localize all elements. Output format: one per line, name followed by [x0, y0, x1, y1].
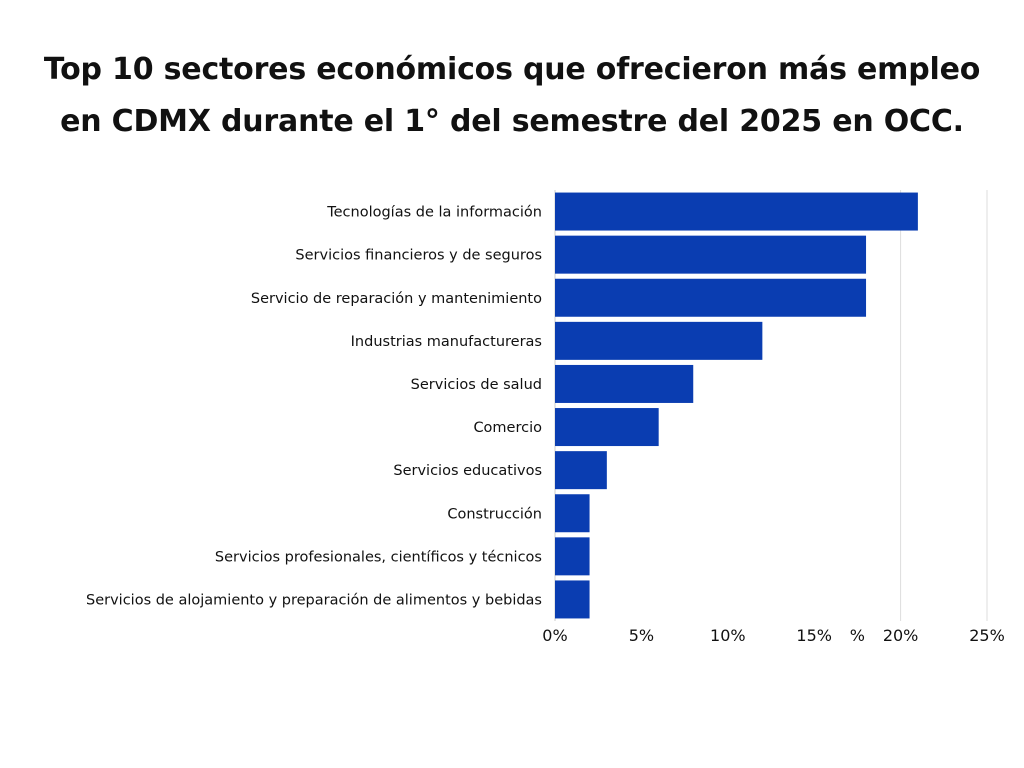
x-tick-label-4: %	[850, 626, 865, 645]
x-tick-label-6: 25%	[969, 626, 1005, 645]
bar-7	[555, 494, 590, 533]
category-label-9: Servicios de alojamiento y preparación d…	[86, 592, 542, 608]
x-tick-label-2: 10%	[710, 626, 746, 645]
category-label-5: Comercio	[473, 420, 542, 436]
category-label-8: Servicios profesionales, científicos y t…	[215, 549, 542, 565]
bar-2	[555, 278, 867, 317]
chart-title-line-2: en CDMX durante el 1° del semestre del 2…	[60, 104, 964, 139]
category-label-3: Industrias manufactureras	[351, 334, 542, 350]
x-tick-label-3: 15%	[796, 626, 832, 645]
bar-0	[555, 192, 918, 231]
bar-9	[555, 580, 590, 619]
category-label-0: Tecnologías de la información	[326, 205, 542, 221]
bar-8	[555, 537, 590, 576]
x-tick-label-1: 5%	[629, 626, 654, 645]
x-tick-label-5: 20%	[883, 626, 919, 645]
bar-3	[555, 321, 763, 360]
category-label-6: Servicios educativos	[393, 463, 542, 479]
category-label-4: Servicios de salud	[411, 377, 542, 393]
bar-4	[555, 364, 694, 403]
x-tick-label-0: 0%	[542, 626, 567, 645]
category-label-2: Servicio de reparación y mantenimiento	[251, 291, 542, 307]
category-label-7: Construcción	[447, 506, 542, 522]
chart-title: Top 10 sectores económicos que ofreciero…	[0, 44, 1024, 148]
bar-6	[555, 451, 607, 490]
bar-5	[555, 408, 659, 447]
chart-title-line-1: Top 10 sectores económicos que ofreciero…	[43, 52, 981, 87]
category-label-1: Servicios financieros y de seguros	[295, 248, 542, 264]
bar-1	[555, 235, 867, 274]
